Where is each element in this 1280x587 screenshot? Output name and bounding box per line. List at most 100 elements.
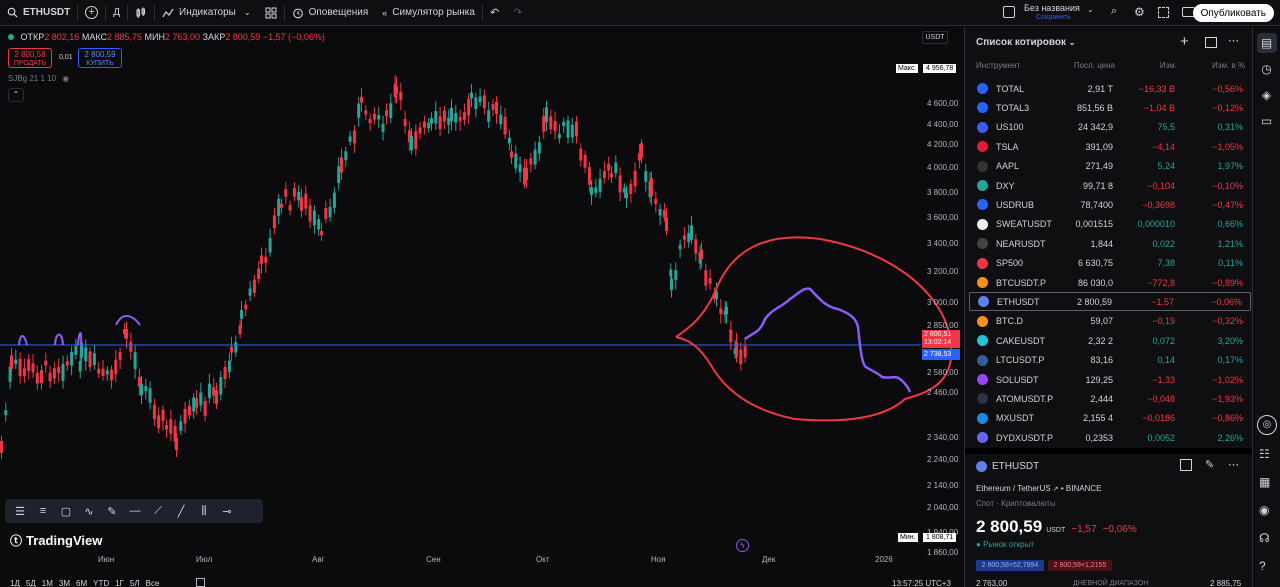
symbol-search-button[interactable]: ETHUSDT	[0, 0, 77, 26]
event-marker-icon[interactable]: ϟ	[736, 539, 749, 552]
drawn-arc-3[interactable]	[77, 332, 83, 346]
col-change[interactable]: Изм.	[1159, 61, 1177, 70]
indicators-button[interactable]: Индикаторы ⌄	[155, 0, 258, 26]
watchlist-row[interactable]: ATOMUSDT.P 2,444 −0,048 −1,93%	[969, 389, 1251, 408]
chat-icon[interactable]: ▭	[1260, 114, 1273, 128]
chart-pane[interactable]: ОТКР2 802,16 МАКС2 885,75 МИН2 763,00 ЗА…	[0, 27, 962, 587]
layout-toggle-icon[interactable]	[1003, 6, 1015, 18]
range-button-3[interactable]: 3М	[58, 579, 70, 587]
watchlist-row[interactable]: SP500 6 630,75 7,38 0,11%	[969, 254, 1251, 273]
advanced-view-icon[interactable]	[1205, 37, 1217, 48]
watchlist-row[interactable]: LTCUSDT.P 83,16 0,14 0,17%	[969, 351, 1251, 370]
eye-icon[interactable]: ◉	[62, 74, 70, 83]
edit-icon[interactable]: ✎	[1205, 459, 1215, 471]
ray-icon[interactable]: ╱	[177, 505, 185, 518]
col-symbol[interactable]: Инструмент	[976, 61, 1021, 70]
watchlist-row[interactable]: CAKEUSDT 2,32 2 0,072 3,20%	[969, 331, 1251, 350]
watchlist-row[interactable]: NEARUSDT 1,844 0,022 1,21%	[969, 234, 1251, 253]
watchlist-row[interactable]: MXUSDT 2,155 4 −0,0186 −0,86%	[969, 409, 1251, 428]
help-icon[interactable]: ?	[1259, 559, 1266, 573]
col-pct[interactable]: Изм. в %	[1212, 61, 1245, 70]
collapse-legend-button[interactable]: ⌃	[8, 88, 24, 102]
range-button-4[interactable]: 6М	[76, 579, 88, 587]
more-options-icon[interactable]: ⋯	[1228, 459, 1239, 471]
redo-button[interactable]: ↷	[506, 0, 529, 26]
stream-icon[interactable]: ◉	[1259, 503, 1270, 517]
projection-drawing[interactable]	[744, 287, 912, 393]
brush-icon[interactable]: ✎	[107, 505, 117, 518]
price-chart[interactable]	[0, 27, 962, 587]
watchlist-row[interactable]: SOLUSDT 129,25 −1,33 −1,02%	[969, 370, 1251, 389]
details-symbol[interactable]: ETHUSDT	[992, 461, 1040, 472]
trend-line-icon[interactable]: ⟋	[154, 504, 162, 517]
watchlist-row[interactable]: TOTAL3 851,56 B −1,04 B −0,12%	[969, 98, 1251, 117]
range-button-0[interactable]: 1Д	[10, 579, 20, 587]
layout-menu-chevron-icon[interactable]: ⌄	[1087, 5, 1094, 14]
compare-button[interactable]: +	[78, 0, 105, 26]
more-options-icon[interactable]: ⋯	[1228, 35, 1239, 47]
measure-icon[interactable]: ⊸	[222, 505, 232, 518]
publish-button[interactable]: Опубликовать	[1192, 4, 1274, 22]
external-link-icon[interactable]: ↗	[1052, 486, 1059, 493]
alerts-button[interactable]: Оповещения	[285, 0, 376, 26]
range-button-8[interactable]: Все	[145, 579, 160, 587]
chart-type-button[interactable]	[128, 0, 154, 26]
watchlist-row[interactable]: DXY 99,71 8 −0,104 −0,10%	[969, 176, 1251, 195]
watchlist-row[interactable]: US100 24 342,9 75,5 0,31%	[969, 118, 1251, 137]
drawn-arc-2[interactable]	[54, 333, 64, 346]
tradingview-logo[interactable]: ⓣ TradingView	[10, 532, 102, 549]
alerts-clock-icon[interactable]: ◷	[1261, 62, 1272, 76]
range-button-1[interactable]: 5Д	[25, 579, 36, 587]
drawn-arc-1[interactable]	[18, 335, 28, 346]
panel-divider[interactable]	[965, 448, 1253, 454]
watchlist-row[interactable]: BTCUSDT.P 86 030,0 −772,8 −0,89%	[969, 273, 1251, 292]
fullscreen-icon[interactable]	[1158, 7, 1169, 18]
circled-region-drawing[interactable]	[675, 236, 953, 422]
watchlist-icon[interactable]: ▤	[1256, 33, 1277, 53]
drawn-arc-4[interactable]	[115, 315, 141, 326]
lines-menu-icon[interactable]: ☰	[15, 505, 25, 518]
notifications-icon[interactable]: ☊	[1259, 531, 1270, 545]
watchlist-row[interactable]: DYDXUSDT.P 0,2353 0,0052 2,26%	[969, 428, 1251, 447]
replay-button[interactable]: « Симулятор рынка	[375, 0, 482, 26]
undo-button[interactable]: ↶	[483, 0, 506, 26]
range-button-7[interactable]: 5Л	[129, 579, 140, 587]
calendar-icon[interactable]	[196, 578, 205, 587]
range-button-2[interactable]: 1М	[41, 579, 53, 587]
watchlist-row[interactable]: BTC.D 59,07 −0,19 −0,32%	[969, 312, 1251, 331]
quick-search-icon[interactable]: ⌕	[1111, 5, 1118, 17]
interval-button[interactable]: Д	[106, 0, 127, 26]
rectangle-icon[interactable]: ▢	[60, 505, 72, 518]
path-icon[interactable]: ∿	[84, 505, 94, 518]
templates-button[interactable]	[258, 0, 284, 26]
sell-button[interactable]: 2 800,58 ПРОДАТЬ	[8, 48, 52, 68]
gear-icon[interactable]: ⚙	[1134, 5, 1145, 19]
add-symbol-icon[interactable]: +	[1180, 33, 1189, 50]
watchlist-row[interactable]: USDRUB 78,7400 −0,3698 −0,47%	[969, 195, 1251, 214]
candle-body	[192, 397, 196, 412]
buy-button[interactable]: 2 800,59 КУПИТЬ	[78, 48, 122, 68]
grid-icon[interactable]	[1180, 459, 1192, 471]
watchlist-row[interactable]: ETHUSDT 2 800,59 −1,57 −0,06%	[969, 292, 1251, 312]
clock[interactable]: 13:57:25 UTC+3	[892, 579, 951, 587]
horizontal-ray-icon[interactable]: —	[129, 505, 141, 517]
long-position-icon[interactable]: ⫼	[201, 504, 207, 517]
calendar-icon[interactable]: ▦	[1259, 475, 1271, 489]
watchlist-row[interactable]: AAPL 271,49 5,24 1,97%	[969, 157, 1251, 176]
ideas-icon[interactable]: ☷	[1259, 447, 1270, 461]
col-last[interactable]: Посл. цена	[1073, 61, 1115, 70]
range-button-6[interactable]: 1Г	[115, 579, 124, 587]
target-icon[interactable]: ◎	[1257, 415, 1277, 435]
layout-name-button[interactable]: Без названия Сохранить	[1024, 3, 1080, 23]
fib-icon[interactable]: ≡	[39, 505, 47, 517]
details-full-name[interactable]: Ethereum / TetherUS	[976, 484, 1051, 493]
watchlist-row[interactable]: TSLA 391,09 −4,14 −1,05%	[969, 137, 1251, 156]
watchlist-title[interactable]: Список котировок ⌄	[976, 37, 1075, 48]
layers-icon[interactable]: ◈	[1261, 88, 1272, 102]
currency-selector[interactable]: USDT	[922, 31, 948, 44]
range-button-5[interactable]: YTD	[93, 579, 110, 587]
candle-body	[482, 95, 486, 109]
axis-settings-icon[interactable]: ⚙	[937, 585, 945, 587]
watchlist-row[interactable]: TOTAL 2,91 T −16,33 B −0,56%	[969, 79, 1251, 98]
watchlist-row[interactable]: SWEATUSDT 0,001515 0,000010 0,66%	[969, 215, 1251, 234]
